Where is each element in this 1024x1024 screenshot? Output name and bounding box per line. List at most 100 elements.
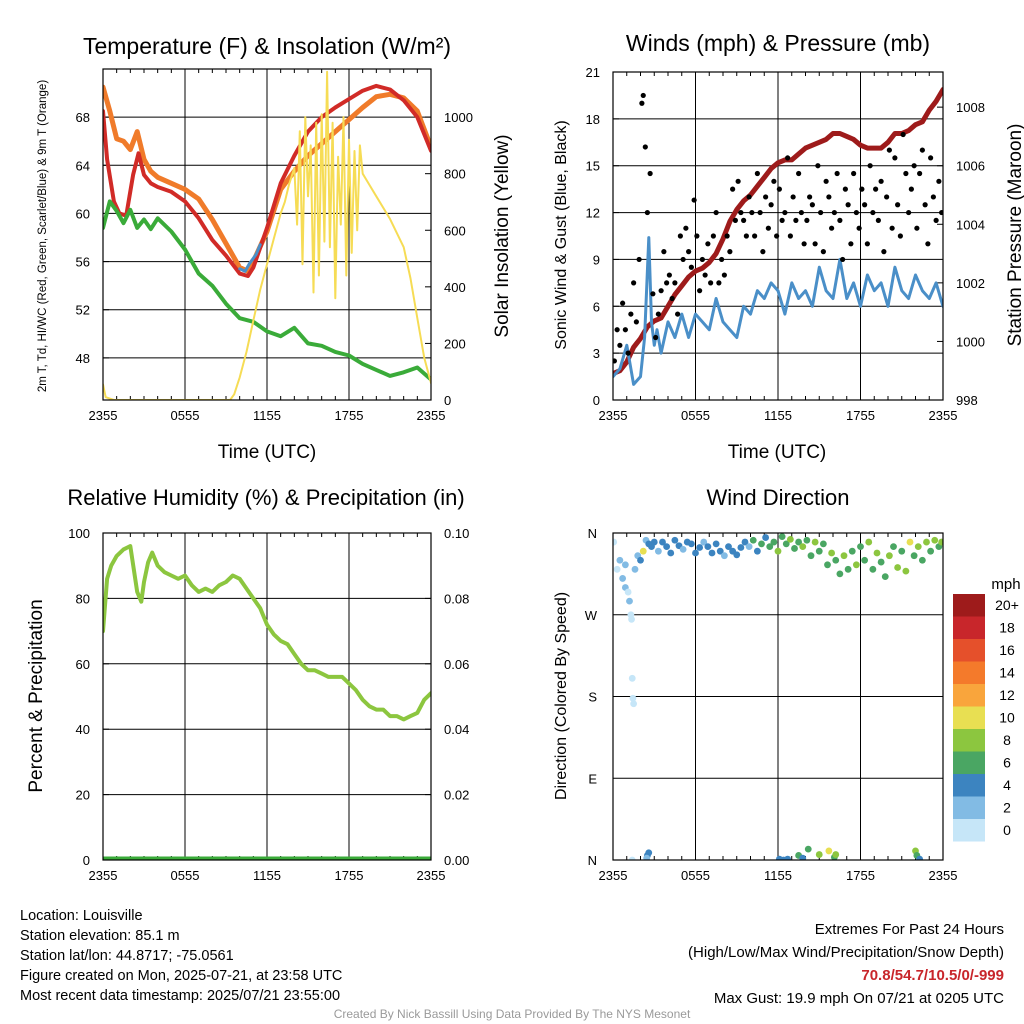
dir-point: [667, 549, 675, 557]
dir-point: [786, 535, 794, 543]
wind-gust-point: [837, 217, 843, 223]
wind-y-tick-label: 18: [586, 112, 600, 127]
temp-y2-tick-label: 0: [444, 393, 451, 408]
rh-y2-tick-label: 0.02: [444, 788, 469, 803]
wind-gust-point: [831, 209, 837, 216]
wind-gust-point: [754, 170, 760, 177]
rh-y-tick-label: 40: [76, 722, 90, 737]
dir-point: [799, 854, 807, 860]
rh-series-group: [103, 544, 431, 860]
wind-gust-point: [749, 209, 755, 216]
wind-gust-point: [622, 327, 628, 333]
wind-gust-point: [823, 178, 829, 184]
dir-point: [692, 549, 699, 557]
dir-point: [716, 547, 724, 555]
rh-x-tick-label: 0555: [171, 868, 200, 883]
temp-dew-line: [103, 199, 431, 382]
wind-gust-point: [842, 186, 848, 192]
wind-gust-point: [631, 280, 637, 286]
wind-gust-point: [639, 100, 645, 106]
wind-gust-point: [930, 194, 936, 200]
dir-point: [700, 538, 708, 546]
dir-point: [753, 547, 761, 555]
dir-point: [807, 552, 815, 560]
wind-series-group: [613, 87, 943, 386]
rh-y2-tick-label: 0.04: [444, 722, 469, 737]
wind-gust-point: [765, 225, 771, 231]
extremes-title: Extremes For Past 24 Hours: [814, 921, 1004, 938]
extremes-subtitle: (High/Low/Max Wind/Precipitation/Snow De…: [688, 944, 1004, 961]
temp-y-tick-label: 60: [76, 206, 90, 221]
wind-gust-point: [636, 256, 642, 263]
wind-gust-point: [809, 202, 815, 208]
wind-gust-point: [919, 147, 925, 153]
dir-point: [923, 538, 930, 546]
dir-point: [825, 847, 833, 855]
dir-point: [885, 552, 893, 560]
wind-gust-point: [793, 217, 799, 223]
wind-gust-point: [746, 194, 752, 200]
temp-y2-tick-label: 800: [444, 167, 466, 182]
wind-gust-point: [647, 170, 653, 177]
rh-y2-tick-label: 0.08: [444, 591, 469, 606]
station-info: Location: Louisville Station elevation: …: [20, 906, 342, 1006]
wind-gust-point: [743, 233, 749, 239]
dir-plot-frame: [612, 532, 944, 861]
dir-point: [774, 547, 782, 555]
dir-point: [650, 538, 658, 546]
dir-y-tick-label: E: [588, 771, 597, 786]
recent-data-timestamp: Most recent data timestamp: 2025/07/21 2…: [20, 988, 341, 1004]
wind-x-tick-label: 0555: [681, 408, 710, 423]
wind-gust-point: [658, 288, 664, 294]
dir-point: [819, 540, 827, 548]
wind-gust-point: [719, 256, 725, 263]
dir-point: [741, 538, 749, 546]
dir-legend-label: 8: [1003, 732, 1011, 748]
dir-legend-label: 20+: [995, 597, 1019, 613]
extremes-values: 70.8/54.7/10.5/0/-999: [861, 967, 1004, 984]
wind-gust-point: [845, 202, 851, 208]
wind-gust-point: [897, 233, 903, 239]
dir-y-tick-label: N: [588, 853, 597, 868]
wind-gust-point: [864, 241, 870, 247]
rh-y2-tick-label: 0.00: [444, 853, 469, 868]
wind-y-tick-label: 12: [586, 206, 600, 221]
wind-gust-point: [790, 194, 796, 200]
wind-gust-point: [862, 202, 868, 208]
wind-y2-tick-label: 1002: [956, 276, 985, 291]
dir-legend-label: 4: [1003, 777, 1011, 793]
temp-y-tick-label: 52: [76, 303, 90, 318]
dir-point: [770, 538, 778, 546]
wind-gust-point: [914, 225, 920, 231]
dir-point: [659, 538, 666, 546]
dir-point: [840, 552, 848, 560]
dir-point: [815, 547, 823, 555]
dir-legend-swatch: [953, 684, 985, 707]
dir-point: [616, 556, 624, 564]
wind-gust-point: [724, 233, 730, 239]
temp-y-tick-label: 68: [76, 110, 90, 125]
wind-y2-tick-label: 1000: [956, 334, 985, 349]
dir-point: [852, 561, 860, 569]
wind-gust-point: [691, 197, 697, 203]
wind-gust-point: [779, 217, 785, 223]
temp-plot-frame: [102, 68, 432, 401]
dir-point: [799, 543, 807, 551]
temp-y-tick-label: 64: [76, 158, 90, 173]
dir-point: [613, 565, 621, 573]
wind-x-axis-label: Time (UTC): [728, 442, 827, 463]
wind-gust-point: [716, 280, 722, 286]
dir-point: [628, 615, 635, 623]
wind-gust-point: [680, 256, 686, 263]
wind-gust-point: [939, 209, 943, 216]
wind-y-tick-label: 9: [593, 252, 600, 267]
dir-point: [791, 545, 798, 552]
dir-point: [898, 547, 906, 555]
wind-gust-point: [826, 194, 832, 200]
dir-point: [795, 538, 803, 546]
rh-y-tick-label: 60: [76, 657, 90, 672]
wind-y2-tick-label: 1004: [956, 217, 985, 232]
temp-x-tick-label: 1155: [253, 408, 281, 423]
dir-point: [621, 561, 629, 569]
wind-gust-point: [710, 233, 716, 239]
